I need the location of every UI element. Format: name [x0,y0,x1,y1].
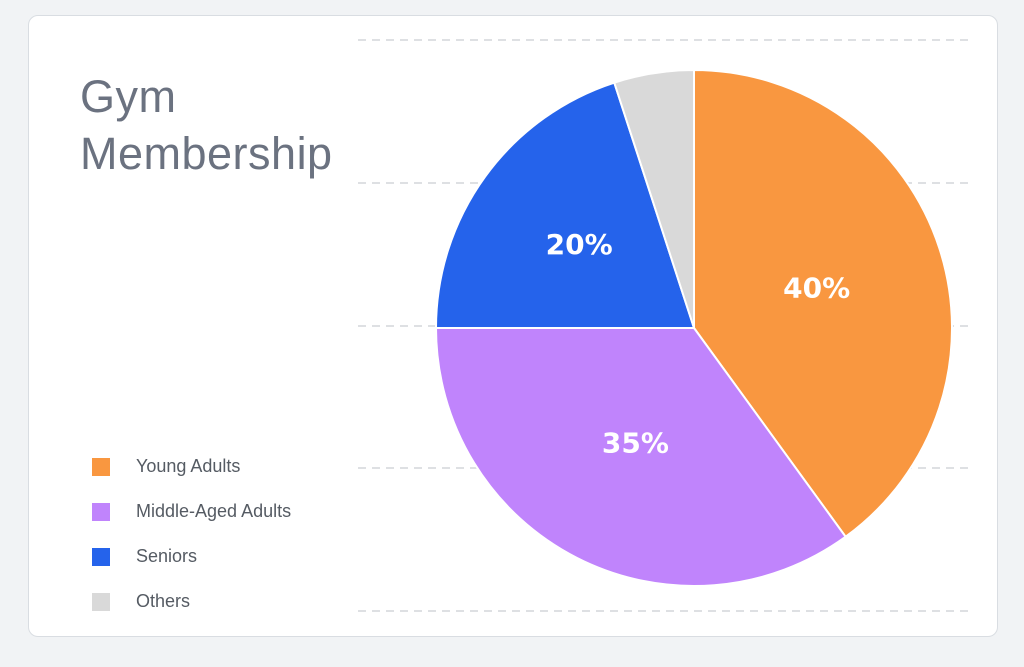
data-label-young-adults: 40% [783,272,850,305]
legend-swatch-middle-aged-adults [92,502,110,521]
legend-swatch-seniors [92,547,110,566]
legend-item-middle-aged-adults[interactable]: Middle-Aged Adults [92,489,291,534]
pie-slices [434,68,953,587]
pie-data-labels: 40% 35% 20% [546,228,851,459]
legend-label-others: Others [136,591,191,611]
pie-slice-others[interactable] [613,68,695,329]
legend-item-others[interactable]: Others [92,579,291,624]
legend-item-seniors[interactable]: Seniors [92,534,291,579]
legend-label-seniors: Seniors [136,546,198,566]
data-label-seniors: 20% [546,228,613,261]
legend-swatch-young-adults [92,457,110,476]
chart-title-line-1: Gym [80,71,177,122]
legend-label-young-adults: Young Adults [136,456,241,476]
chart-title-line-2: Membership [80,128,333,179]
legend-label-middle-aged-adults: Middle-Aged Adults [136,501,292,521]
pie-slice-young-adults[interactable] [693,68,953,539]
pie-slice-seniors[interactable] [434,81,696,329]
pie-slice-middle-aged-adults[interactable] [434,327,848,587]
chart-legend: Young Adults Middle-Aged Adults Seniors … [92,444,291,624]
legend-item-young-adults[interactable]: Young Adults [92,444,291,489]
data-label-middle-aged-adults: 35% [602,426,669,459]
chart-title: Gym Membership [80,68,333,182]
legend-swatch-others [92,592,110,611]
